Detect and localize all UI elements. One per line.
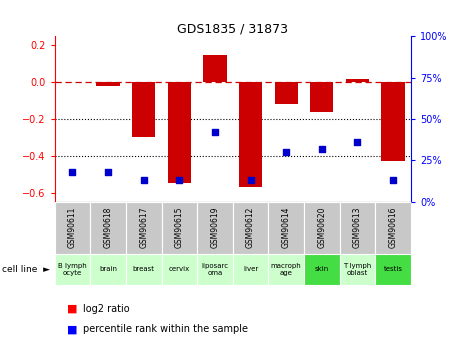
Bar <box>90 254 126 285</box>
Text: macroph
age: macroph age <box>271 263 302 276</box>
Bar <box>162 202 197 254</box>
Point <box>282 149 290 155</box>
Bar <box>55 202 90 254</box>
Point <box>140 178 147 183</box>
Bar <box>197 254 233 285</box>
Point <box>353 139 361 145</box>
Text: percentile rank within the sample: percentile rank within the sample <box>83 325 248 334</box>
Bar <box>203 55 227 82</box>
Text: brain: brain <box>99 266 117 272</box>
Bar <box>304 254 340 285</box>
Text: B lymph
ocyte: B lymph ocyte <box>58 263 87 276</box>
Bar <box>233 254 268 285</box>
Bar <box>197 202 233 254</box>
Point <box>68 169 76 175</box>
Bar <box>304 202 340 254</box>
Text: GSM90615: GSM90615 <box>175 207 184 248</box>
Bar <box>233 202 268 254</box>
Bar <box>275 82 298 104</box>
Text: GSM90613: GSM90613 <box>353 207 362 248</box>
Title: GDS1835 / 31873: GDS1835 / 31873 <box>177 22 288 35</box>
Bar <box>126 202 162 254</box>
Point <box>247 178 255 183</box>
Text: ■: ■ <box>66 304 77 314</box>
Bar <box>381 82 405 161</box>
Bar <box>239 82 262 187</box>
Text: GSM90617: GSM90617 <box>139 207 148 248</box>
Text: T lymph
oblast: T lymph oblast <box>343 263 371 276</box>
Bar <box>168 82 191 184</box>
Text: cell line  ►: cell line ► <box>2 265 50 274</box>
Bar <box>340 254 375 285</box>
Text: GSM90612: GSM90612 <box>246 207 255 248</box>
Text: GSM90611: GSM90611 <box>68 207 77 248</box>
Text: GSM90619: GSM90619 <box>210 207 219 248</box>
Text: GSM90618: GSM90618 <box>104 207 113 248</box>
Text: GSM90614: GSM90614 <box>282 207 291 248</box>
Text: testis: testis <box>384 266 403 272</box>
Bar <box>268 202 304 254</box>
Point <box>390 178 397 183</box>
Text: cervix: cervix <box>169 266 190 272</box>
Text: GSM90620: GSM90620 <box>317 207 326 248</box>
Bar <box>340 202 375 254</box>
Bar <box>375 254 411 285</box>
Text: liposarc
oma: liposarc oma <box>201 263 228 276</box>
Bar <box>55 254 90 285</box>
Point <box>211 129 218 135</box>
Text: breast: breast <box>133 266 155 272</box>
Text: liver: liver <box>243 266 258 272</box>
Bar <box>310 82 333 112</box>
Text: log2 ratio: log2 ratio <box>83 304 130 314</box>
Point <box>318 146 326 151</box>
Bar <box>162 254 197 285</box>
Bar <box>268 254 304 285</box>
Bar <box>132 82 155 137</box>
Text: skin: skin <box>314 266 329 272</box>
Bar <box>90 202 126 254</box>
Text: GSM90616: GSM90616 <box>389 207 398 248</box>
Bar <box>346 79 369 82</box>
Text: ■: ■ <box>66 325 77 334</box>
Bar <box>375 202 411 254</box>
Bar <box>96 82 120 86</box>
Point <box>176 178 183 183</box>
Bar <box>126 254 162 285</box>
Point <box>104 169 112 175</box>
